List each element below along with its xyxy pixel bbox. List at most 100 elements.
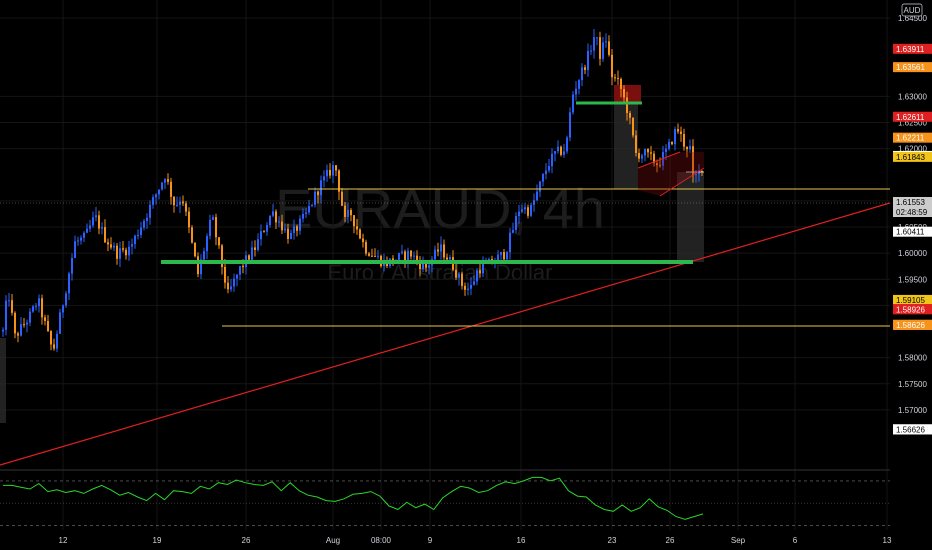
candle-body <box>428 265 430 268</box>
candle-body <box>365 242 367 254</box>
price-axis[interactable] <box>890 0 932 550</box>
candle-body <box>80 237 82 241</box>
candle-body <box>446 257 448 260</box>
candle-body <box>188 211 190 228</box>
candle-body <box>44 317 46 321</box>
candle-body <box>239 266 241 275</box>
price-tag-value: 1.63561 <box>896 63 925 72</box>
candle-body <box>404 251 406 261</box>
candle-body <box>440 244 442 252</box>
candle-body <box>425 263 427 268</box>
candle-body <box>512 229 514 233</box>
y-tick-label: 1.60000 <box>898 249 927 258</box>
candle-body <box>47 320 49 332</box>
candle-body <box>461 273 463 286</box>
candle-body <box>62 305 64 313</box>
candle-body <box>263 231 265 233</box>
candle-body <box>620 78 622 90</box>
candle-body <box>347 210 349 217</box>
candle-body <box>551 153 553 167</box>
candle-body <box>170 181 172 197</box>
candle-body <box>401 251 403 254</box>
candle-body <box>218 237 220 246</box>
price-tag: 1.60411 <box>893 226 932 237</box>
candle-body <box>569 112 571 138</box>
price-tag: 1.61843 <box>893 151 932 162</box>
price-tags: 1.639111.635611.626111.622111.618611.618… <box>893 43 932 435</box>
ascending-trendline[interactable] <box>0 202 891 466</box>
countdown-value: 02:48:59 <box>896 208 928 217</box>
time-axis[interactable]: 12 19 26 Aug 08:00 9 16 23 26 Sep 6 13 <box>59 536 892 545</box>
candle-body <box>140 227 142 235</box>
candle-body <box>527 207 529 216</box>
last-price-value: 1.61553 <box>896 198 925 207</box>
price-tag: 1.56626 <box>893 424 932 435</box>
candle-body <box>8 300 10 302</box>
candle-body <box>629 113 631 118</box>
price-tag-value: 1.63911 <box>896 45 925 54</box>
candle-body <box>443 244 445 258</box>
candle-body <box>482 263 484 274</box>
candle-body <box>284 228 286 231</box>
candle-body <box>2 329 4 332</box>
candle-body <box>155 194 157 198</box>
candle-body <box>227 282 229 290</box>
candle-body <box>77 240 79 242</box>
candle-body <box>131 244 133 247</box>
candle-body <box>146 217 148 221</box>
candle-body <box>89 225 91 229</box>
candle-body <box>359 229 361 239</box>
candle-body <box>371 255 373 257</box>
candle-body <box>323 176 325 181</box>
candle-body <box>269 215 271 226</box>
candle-body <box>368 253 370 256</box>
candle-body <box>287 228 289 239</box>
candle-body <box>626 97 628 114</box>
x-tick-label: Aug <box>326 536 340 545</box>
candle-body <box>116 245 118 259</box>
candle-body <box>575 88 577 95</box>
y-tick-label: 1.64500 <box>898 14 927 23</box>
candle-body <box>167 179 169 182</box>
x-tick-label: 6 <box>793 536 798 545</box>
channel-lower[interactable] <box>659 167 705 197</box>
candle-body <box>677 129 679 132</box>
last-price-tag: 1.61553 02:48:59 <box>893 197 932 217</box>
candle-body <box>275 211 277 223</box>
candle-body <box>26 322 28 325</box>
x-tick-label: 26 <box>666 536 675 545</box>
candle-body <box>518 211 520 217</box>
drawing-lines <box>0 101 891 466</box>
y-tick-label: 1.62500 <box>898 119 927 128</box>
channel-upper[interactable] <box>637 151 681 169</box>
candle-body <box>590 50 592 52</box>
price-tag-value: 1.59105 <box>896 296 925 305</box>
candle-body <box>152 197 154 205</box>
candle-body <box>29 311 31 323</box>
candle-body <box>413 255 415 257</box>
currency-badge[interactable]: AUD <box>901 3 923 17</box>
candle-body <box>11 300 13 313</box>
candle-body <box>50 331 52 345</box>
candle-body <box>695 174 697 176</box>
candle-body <box>278 221 280 223</box>
candle-body <box>308 205 310 213</box>
candle-body <box>596 37 598 39</box>
candle-body <box>344 205 346 217</box>
watermark-description: Euro / Australian Dollar <box>328 260 553 285</box>
price-tag-value: 1.58926 <box>896 305 925 314</box>
candle-body <box>335 165 337 171</box>
candle-body <box>71 257 73 274</box>
channel-fill <box>638 152 704 196</box>
candle-body <box>671 141 673 145</box>
candle-body <box>317 191 319 196</box>
candle-body <box>521 209 523 212</box>
candle-body <box>134 235 136 245</box>
candle-body <box>98 215 100 229</box>
candle-body <box>560 146 562 155</box>
candle-body <box>113 245 115 248</box>
candle-body <box>230 286 232 290</box>
candle-body <box>266 225 268 232</box>
candle-body <box>647 149 649 153</box>
